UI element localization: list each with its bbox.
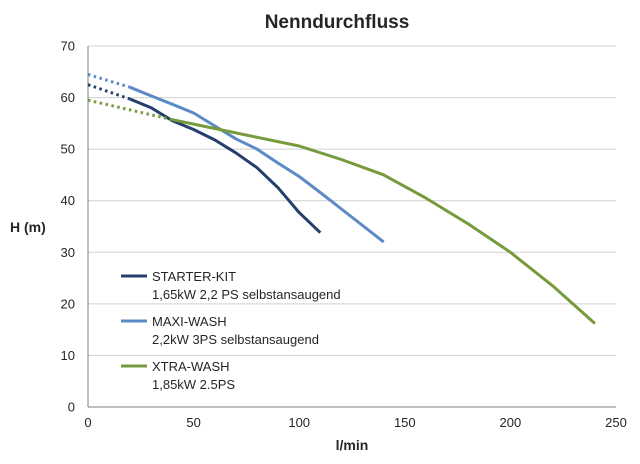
legend-series-name: MAXI-WASH bbox=[152, 314, 227, 329]
x-tick-label: 50 bbox=[186, 415, 200, 430]
y-axis-title: H (m) bbox=[10, 219, 46, 235]
y-tick-label: 40 bbox=[61, 193, 75, 208]
x-tick-label: 150 bbox=[394, 415, 416, 430]
series-extrapolation-2 bbox=[87, 72, 131, 89]
x-axis-title: l/min bbox=[336, 437, 369, 453]
y-tick-label: 20 bbox=[61, 296, 75, 311]
series-line-1 bbox=[129, 97, 322, 234]
y-tick-label: 70 bbox=[61, 39, 75, 54]
series-line-3 bbox=[172, 118, 596, 325]
legend-series-subtitle: 1,85kW 2.5PS bbox=[152, 377, 235, 392]
legend-series-name: STARTER-KIT bbox=[152, 269, 236, 284]
grid-layer bbox=[88, 45, 616, 356]
series-extrapolation-1 bbox=[87, 83, 131, 101]
legend: STARTER-KIT 1,65kW 2,2 PS selbstansaugend… bbox=[121, 269, 341, 392]
chart-title: Nenndurchfluss bbox=[265, 12, 410, 33]
legend-series-subtitle: 1,65kW 2,2 PS selbstansaugend bbox=[152, 287, 341, 302]
y-tick-label: 30 bbox=[61, 245, 75, 260]
y-tick-label: 50 bbox=[61, 142, 75, 157]
y-tick-label: 0 bbox=[68, 400, 75, 415]
y-tick-label: 60 bbox=[61, 90, 75, 105]
series-layer bbox=[87, 72, 596, 325]
x-tick-label: 250 bbox=[605, 415, 627, 430]
axis-layer: 0 10 20 30 40 50 60 70 0 50 100 150 200 250 bbox=[61, 39, 627, 431]
y-tick-label: 10 bbox=[61, 348, 75, 363]
series-line-2 bbox=[129, 85, 385, 244]
legend-series-name: XTRA-WASH bbox=[152, 359, 230, 374]
x-tick-label: 200 bbox=[500, 415, 522, 430]
x-tick-label: 100 bbox=[288, 415, 310, 430]
x-tick-label: 0 bbox=[84, 415, 91, 430]
series-extrapolation-3 bbox=[87, 98, 173, 122]
legend-series-subtitle: 2,2kW 3PS selbstansaugend bbox=[152, 332, 319, 347]
